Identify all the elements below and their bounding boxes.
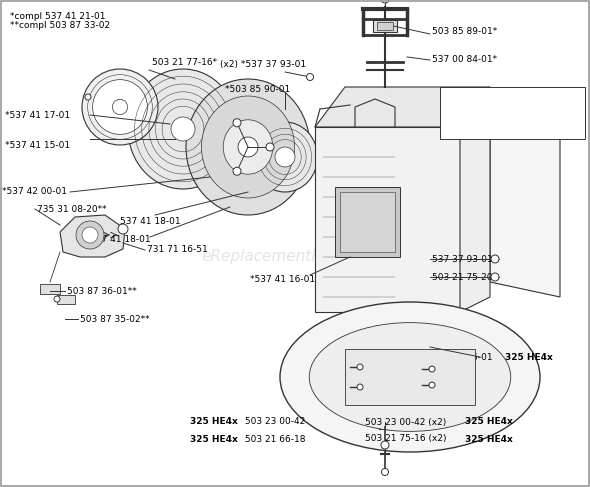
Circle shape — [382, 468, 388, 475]
Text: *537 41 17-01: *537 41 17-01 — [5, 111, 70, 119]
Bar — [340, 192, 395, 252]
Text: 503 23 00-42 (x2): 503 23 00-42 (x2) — [365, 417, 449, 427]
Text: 503 87 36-01**: 503 87 36-01** — [67, 286, 137, 296]
Circle shape — [113, 99, 127, 114]
Text: 503 21 66-18: 503 21 66-18 — [242, 434, 306, 444]
Circle shape — [233, 167, 241, 175]
Circle shape — [357, 384, 363, 390]
Bar — [440, 87, 585, 139]
Circle shape — [381, 441, 389, 449]
Text: 537 41 18-01: 537 41 18-01 — [90, 236, 150, 244]
Polygon shape — [490, 97, 560, 297]
Circle shape — [54, 296, 60, 302]
Text: 503 23 00-42: 503 23 00-42 — [242, 417, 305, 427]
Polygon shape — [460, 87, 490, 312]
Ellipse shape — [186, 79, 310, 215]
Circle shape — [491, 273, 499, 281]
Text: 537 00 84-01*: 537 00 84-01* — [432, 56, 497, 64]
Text: 537 35 34-22: 537 35 34-22 — [444, 104, 507, 113]
Text: *537 41 16-01: *537 41 16-01 — [250, 275, 315, 283]
Circle shape — [82, 227, 98, 243]
Ellipse shape — [280, 302, 540, 452]
Circle shape — [381, 0, 389, 3]
Ellipse shape — [309, 322, 511, 431]
Text: 731 71 16-51: 731 71 16-51 — [147, 245, 208, 255]
Bar — [377, 22, 393, 30]
Text: 503 87 35-02**: 503 87 35-02** — [80, 315, 150, 323]
Text: 323 HE3: 323 HE3 — [515, 90, 557, 99]
FancyBboxPatch shape — [315, 127, 460, 312]
Ellipse shape — [223, 120, 273, 174]
Text: 537 35 34-24: 537 35 34-24 — [444, 118, 507, 127]
Text: 537 35 34-49: 537 35 34-49 — [444, 90, 507, 99]
Text: 503 21 75-20: 503 21 75-20 — [432, 273, 493, 281]
Ellipse shape — [156, 100, 200, 148]
Circle shape — [275, 147, 295, 167]
Circle shape — [171, 117, 195, 141]
Text: eReplacementParts.com: eReplacementParts.com — [202, 249, 388, 264]
Ellipse shape — [128, 69, 238, 189]
Text: 325 HE4x: 325 HE4x — [465, 434, 513, 444]
Polygon shape — [60, 215, 125, 257]
Circle shape — [357, 364, 363, 370]
Text: 325 HE4x: 325 HE4x — [515, 118, 563, 127]
Polygon shape — [315, 87, 490, 127]
Text: *537 42 00-01: *537 42 00-01 — [2, 187, 67, 196]
Circle shape — [238, 137, 258, 157]
Bar — [345, 349, 475, 405]
Text: 325 HE4x: 325 HE4x — [505, 353, 553, 361]
Text: 325 HE4x: 325 HE4x — [190, 417, 238, 427]
Text: *503 85 90-01: *503 85 90-01 — [225, 86, 290, 94]
Circle shape — [82, 69, 158, 145]
Bar — [335, 187, 400, 257]
Circle shape — [306, 74, 313, 80]
Text: *compl 537 41 21-01: *compl 537 41 21-01 — [10, 12, 106, 21]
Text: *537 41 15-01: *537 41 15-01 — [5, 141, 70, 150]
Text: 325 HE4x: 325 HE4x — [465, 417, 513, 427]
Text: 735 31 08-20**: 735 31 08-20** — [37, 205, 107, 213]
Circle shape — [491, 255, 499, 263]
Ellipse shape — [148, 92, 208, 156]
Text: 537 37 93-01*: 537 37 93-01* — [432, 255, 497, 263]
Circle shape — [233, 119, 241, 127]
Bar — [57, 295, 75, 304]
Circle shape — [76, 221, 104, 249]
Text: 537 17 45-01: 537 17 45-01 — [432, 353, 496, 361]
Text: 537 41 18-01: 537 41 18-01 — [120, 217, 181, 225]
Circle shape — [118, 224, 128, 234]
Ellipse shape — [202, 96, 294, 198]
Text: 325 HDA55x: 325 HDA55x — [515, 104, 577, 113]
Bar — [373, 20, 397, 32]
Bar — [40, 284, 60, 294]
Text: 503 85 89-01*: 503 85 89-01* — [432, 27, 497, 37]
Text: 503 21 77-16*: 503 21 77-16* — [152, 58, 217, 67]
Text: **compl 503 87 33-02: **compl 503 87 33-02 — [10, 21, 110, 30]
Circle shape — [266, 143, 274, 151]
Text: (x2) *537 37 93-01: (x2) *537 37 93-01 — [220, 60, 306, 70]
Circle shape — [429, 366, 435, 372]
Text: 503 21 75-16 (x2): 503 21 75-16 (x2) — [365, 434, 450, 444]
Text: 325 HE4x: 325 HE4x — [190, 434, 238, 444]
Circle shape — [85, 94, 91, 100]
Circle shape — [429, 382, 435, 388]
Circle shape — [93, 80, 148, 134]
Ellipse shape — [253, 122, 317, 192]
